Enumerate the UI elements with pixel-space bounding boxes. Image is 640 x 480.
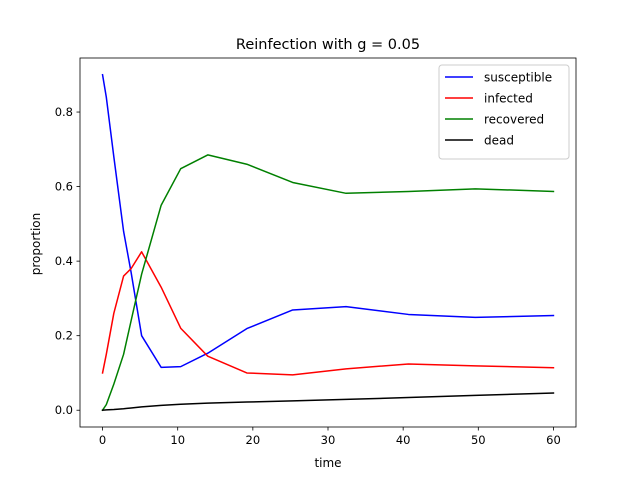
y-tick-label: 0.2 (55, 329, 73, 343)
x-tick-label: 0 (99, 433, 106, 447)
series-line-infected (101, 251, 555, 376)
legend-label-dead: dead (484, 134, 514, 148)
x-tick-label: 10 (170, 433, 185, 447)
legend-label-infected: infected (484, 92, 533, 106)
plot-area: 0 10 20 30 40 50 60 0.0 0.2 0.4 0.6 0.8 (55, 57, 577, 447)
x-axis-label: time (314, 456, 341, 470)
legend-box (438, 64, 570, 160)
series-line-dead (101, 392, 555, 412)
y-tick-label: 0.4 (55, 254, 73, 268)
y-tick-label: 0.8 (55, 105, 73, 119)
series-line-susceptible (101, 73, 555, 369)
y-axis-label: proportion (29, 213, 43, 276)
x-tick-label: 20 (246, 433, 261, 447)
x-tick-label: 50 (471, 433, 486, 447)
legend-label-susceptible: susceptible (484, 71, 552, 85)
legend: susceptible infected recovered dead (438, 64, 570, 160)
chart-title: Reinfection with g = 0.05 (236, 37, 420, 53)
x-tick-label: 60 (546, 433, 561, 447)
x-tick-label: 30 (321, 433, 336, 447)
series-line-recovered (101, 154, 555, 412)
x-tick-label: 40 (396, 433, 411, 447)
y-tick-label: 0.6 (55, 180, 73, 194)
y-tick-label: 0.0 (55, 403, 73, 417)
legend-label-recovered: recovered (484, 113, 544, 127)
